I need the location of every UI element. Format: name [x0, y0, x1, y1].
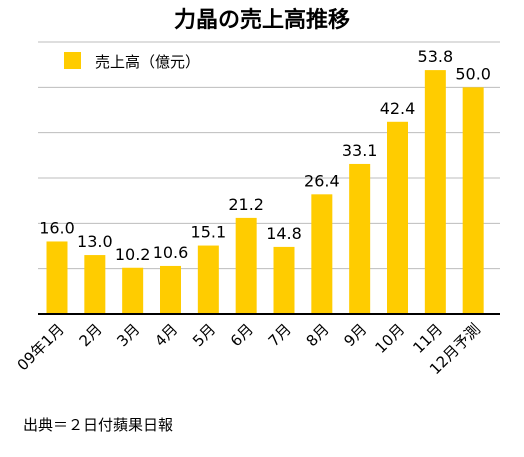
x-tick-label-5: 5月 — [189, 320, 219, 350]
data-label-8: 26.4 — [304, 171, 340, 190]
legend-swatch — [64, 52, 81, 69]
data-label-7: 14.8 — [266, 224, 302, 243]
bars-group — [46, 70, 484, 315]
bar-2 — [84, 255, 106, 314]
bar-9 — [349, 163, 371, 314]
bar-11 — [424, 70, 446, 315]
data-label-2: 13.0 — [77, 232, 113, 251]
bar-3 — [122, 267, 144, 314]
data-label-6: 21.2 — [228, 195, 264, 214]
gridlines — [38, 41, 500, 270]
bar-5 — [197, 245, 219, 314]
x-tick-label-9: 9月 — [340, 320, 370, 350]
data-label-12: 50.0 — [455, 64, 491, 83]
data-label-1: 16.0 — [39, 218, 75, 237]
x-tick-label-8: 8月 — [303, 320, 333, 350]
x-tick-label-4: 4月 — [151, 320, 181, 350]
data-label-4: 10.6 — [153, 243, 189, 262]
bar-12 — [462, 87, 484, 314]
bar-1 — [46, 241, 68, 314]
legend: 売上高（億元） — [64, 52, 200, 71]
chart-title: 力晶の売上高推移 — [174, 7, 350, 33]
bar-6 — [235, 217, 257, 314]
data-label-3: 10.2 — [115, 245, 151, 264]
bar-4 — [160, 265, 181, 314]
data-label-5: 15.1 — [191, 223, 227, 242]
data-label-10: 42.4 — [380, 99, 416, 118]
bar-7 — [273, 246, 295, 314]
data-labels-group: 16.013.010.2 10.615.121.214.8 26.433.1 42.4… — [39, 47, 491, 264]
data-label-9: 33.1 — [342, 141, 378, 160]
x-tick-label-7: 7月 — [265, 320, 295, 350]
bar-10 — [387, 121, 408, 314]
x-tick-label-2: 2月 — [76, 320, 106, 350]
data-label-11: 53.8 — [418, 47, 454, 66]
bar-8 — [311, 194, 333, 314]
x-tick-label-1: 09年1月 — [14, 320, 68, 374]
x-tick-label-6: 6月 — [227, 320, 257, 350]
source-note: 出典＝２日付蘋果日報 — [23, 416, 173, 434]
legend-label: 売上高（億元） — [95, 53, 200, 71]
x-tick-label-10: 10月 — [371, 320, 408, 357]
x-tick-label-3: 3月 — [113, 320, 143, 350]
